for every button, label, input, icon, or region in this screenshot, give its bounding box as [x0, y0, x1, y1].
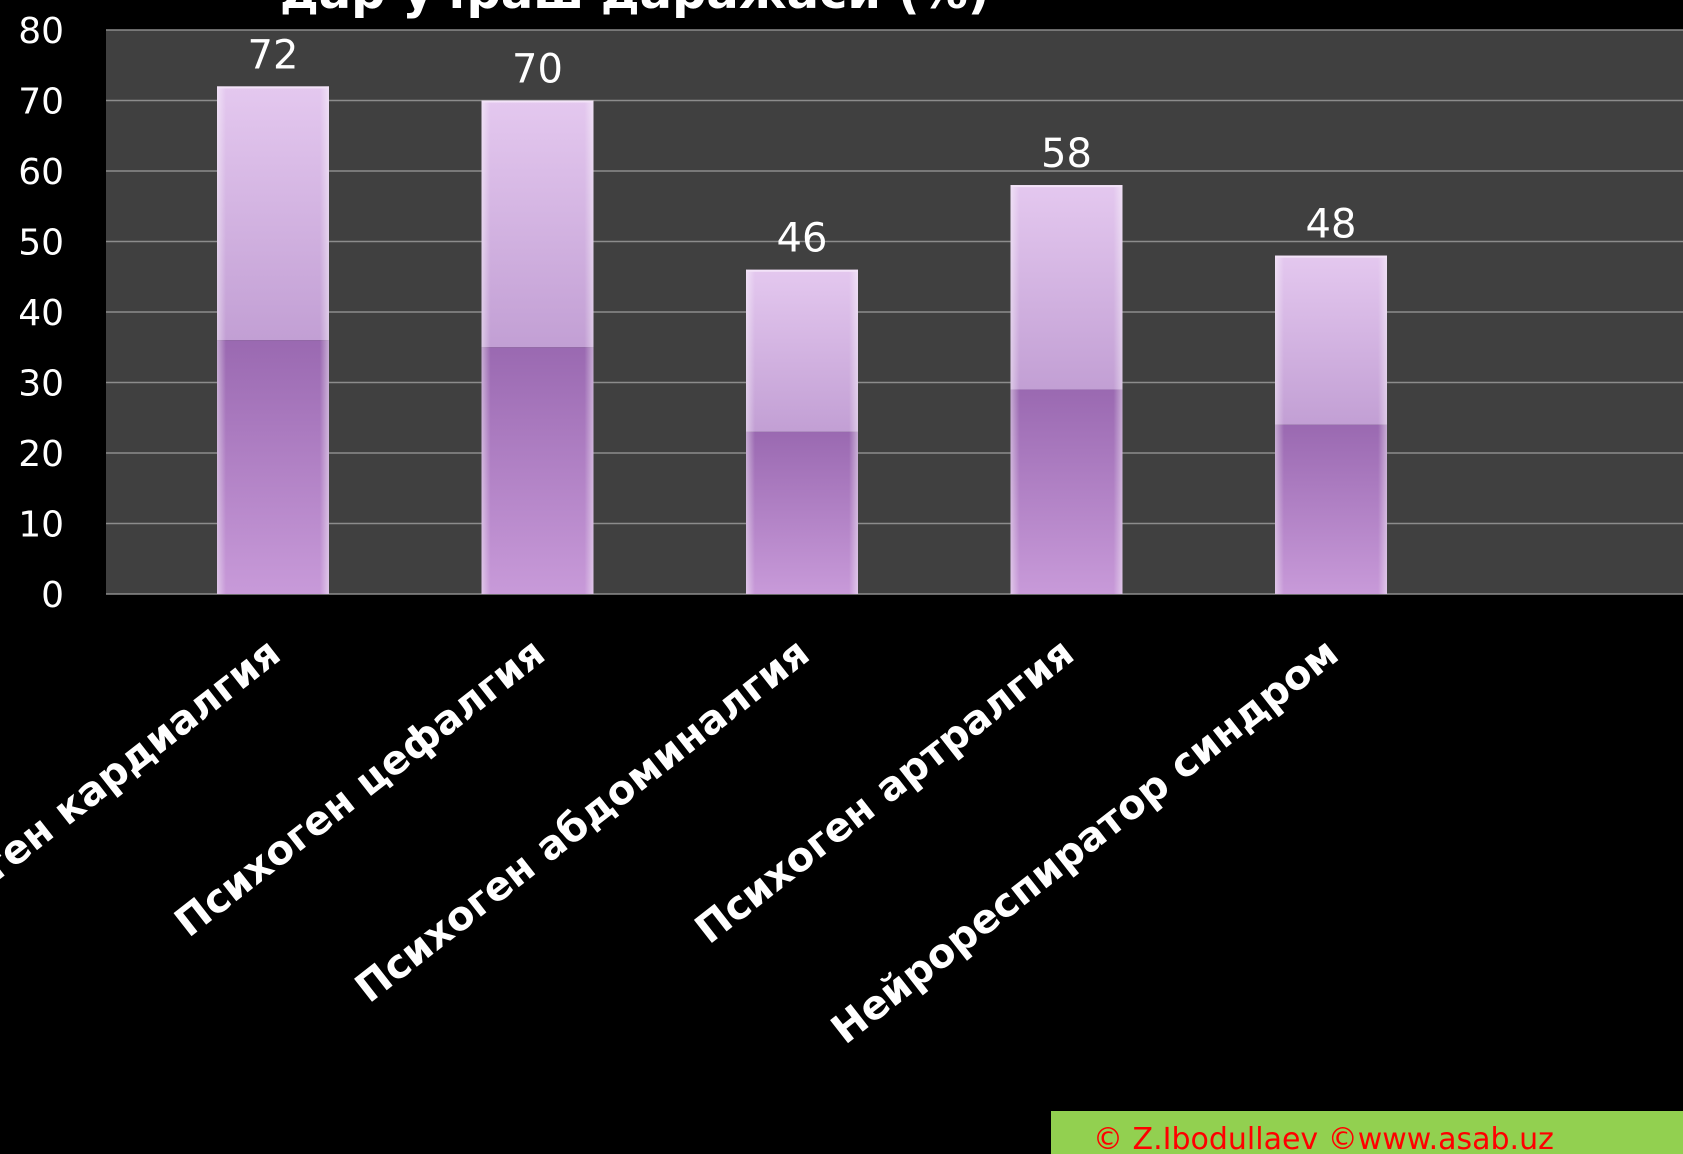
bar: [1275, 255, 1387, 594]
data-label: 72: [248, 32, 299, 78]
bar: [1010, 185, 1123, 594]
y-tick-label: 50: [18, 223, 64, 264]
bar-highlight: [746, 269, 858, 594]
data-label: 70: [512, 47, 563, 93]
y-tick-label: 60: [18, 152, 64, 193]
y-axis-ticks: 0 10 20 30 40 50 60 70 80: [18, 11, 64, 616]
x-tick-label: Психоген кардиалгия: [0, 630, 289, 975]
bar-highlight: [1275, 255, 1387, 594]
bar: [217, 86, 329, 595]
y-tick-label: 30: [18, 364, 64, 405]
x-tick-label: Нейрореспиратор синдром: [823, 630, 1347, 1054]
data-label: 58: [1041, 131, 1092, 177]
y-tick-label: 40: [18, 293, 64, 334]
y-tick-label: 20: [18, 434, 64, 475]
bar: [746, 269, 858, 594]
gridlines: [106, 29, 1683, 595]
bar-highlight: [217, 86, 329, 595]
bar: [481, 100, 594, 594]
y-tick-label: 10: [18, 505, 64, 546]
y-tick-label: 0: [41, 575, 64, 616]
data-labels: 72 70 46 58 48: [248, 32, 1357, 261]
bars: [217, 86, 1387, 595]
data-label: 46: [777, 216, 828, 262]
y-tick-label: 80: [18, 11, 64, 52]
chart-title: дар учраш даражаси (%): [280, 0, 990, 20]
data-label: 48: [1306, 202, 1357, 248]
x-tick-label: Психоген абдоминалгия: [347, 630, 818, 1012]
bar-highlight: [481, 100, 594, 594]
bar-highlight: [1010, 185, 1123, 594]
copyright-banner: © Z.Ibodullaev ©www.asab.uz: [1051, 1111, 1683, 1154]
y-tick-label: 70: [18, 82, 64, 123]
